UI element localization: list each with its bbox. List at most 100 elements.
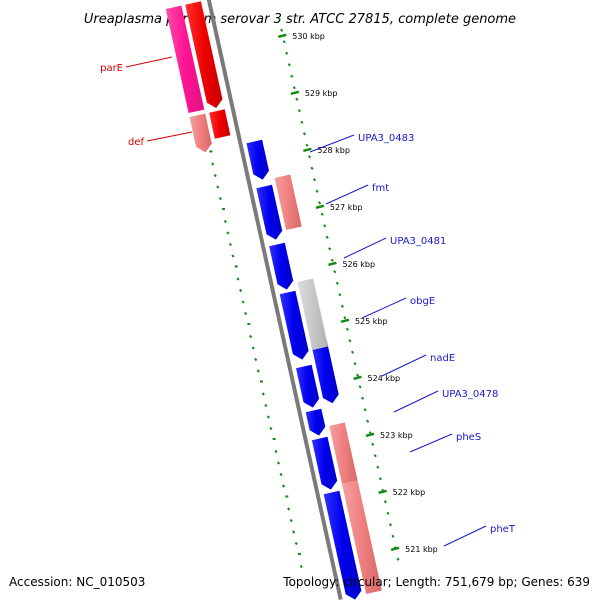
kbp-major-tick bbox=[277, 33, 287, 39]
track-dot bbox=[285, 51, 289, 55]
track-dot bbox=[287, 507, 291, 511]
kbp-major-tick bbox=[328, 261, 337, 267]
gene-leader-line bbox=[381, 354, 427, 377]
track-dot bbox=[302, 132, 307, 136]
track-dot bbox=[361, 396, 365, 400]
gene-leader-line bbox=[325, 184, 369, 205]
kbp-label: 530 kbp bbox=[292, 32, 325, 41]
kbp-label: 529 kbp bbox=[305, 89, 338, 98]
track-dot bbox=[323, 224, 327, 228]
kbp-label: 522 kbp bbox=[393, 488, 426, 497]
gene-label-pheT: pheT bbox=[490, 524, 516, 535]
kbp-major-tick bbox=[378, 489, 387, 495]
track-dot bbox=[236, 277, 240, 281]
gene-label-UPA3_0478: UPA3_0478 bbox=[442, 389, 498, 400]
cds-pheS bbox=[329, 422, 358, 484]
track-dot bbox=[264, 403, 268, 408]
track-dot bbox=[376, 465, 380, 469]
gene-leader-line bbox=[443, 525, 487, 547]
track-dot bbox=[310, 166, 314, 170]
track-dot bbox=[353, 362, 357, 366]
track-dot bbox=[228, 242, 233, 247]
gene-leader-line bbox=[343, 237, 387, 259]
track-dot bbox=[300, 120, 304, 124]
track-dot bbox=[307, 155, 312, 159]
gene-label-UPA3_0483: UPA3_0483 bbox=[358, 133, 414, 144]
kbp-major-tick bbox=[365, 432, 375, 438]
track-dot bbox=[343, 316, 347, 320]
track-dot bbox=[305, 143, 309, 147]
track-dot bbox=[371, 442, 375, 446]
track-dot bbox=[292, 86, 296, 90]
track-dot bbox=[378, 477, 382, 481]
track-dot bbox=[345, 327, 350, 331]
track-dot bbox=[249, 334, 253, 339]
kbp-major-tick bbox=[390, 546, 400, 552]
track-dot bbox=[340, 304, 344, 308]
kbp-label: 528 kbp bbox=[317, 146, 350, 155]
kbp-label: 521 kbp bbox=[405, 545, 438, 554]
track-dot bbox=[211, 162, 215, 166]
accession-label: Accession: NC_010503 bbox=[9, 575, 145, 589]
track-dot bbox=[292, 530, 296, 534]
backbone-line bbox=[206, 0, 343, 600]
cds-forward-6 bbox=[311, 436, 338, 490]
track-dot bbox=[330, 258, 334, 262]
track-dot bbox=[223, 219, 227, 224]
outer-tick-track bbox=[184, 17, 400, 569]
cds-forward-5 bbox=[305, 408, 326, 436]
kbp-label: 525 kbp bbox=[355, 317, 388, 326]
track-dot bbox=[318, 201, 322, 205]
track-dot bbox=[276, 461, 281, 465]
gene-label-parE: parE bbox=[100, 63, 123, 74]
kbp-label: 523 kbp bbox=[380, 431, 413, 440]
track-dot bbox=[231, 254, 235, 258]
track-dot bbox=[238, 288, 243, 293]
track-dot bbox=[244, 311, 248, 316]
cds-pheT bbox=[342, 480, 382, 594]
cds-forward-outer bbox=[311, 340, 339, 404]
kbp-major-tick bbox=[353, 375, 362, 381]
cds-red bbox=[185, 1, 223, 108]
track-dot bbox=[254, 357, 258, 362]
track-dot bbox=[282, 40, 286, 44]
track-dot bbox=[295, 97, 299, 101]
gene-leader-line bbox=[309, 134, 355, 153]
kbp-major-tick bbox=[315, 204, 325, 210]
track-dot bbox=[350, 350, 355, 354]
track-dot bbox=[388, 523, 393, 527]
track-dot bbox=[315, 189, 319, 193]
cds-forward-7 bbox=[323, 490, 362, 600]
track-dot bbox=[294, 541, 298, 546]
gene-label-def: def bbox=[128, 137, 145, 148]
track-dot bbox=[274, 449, 278, 454]
kbp-label: 524 kbp bbox=[368, 374, 401, 383]
cds-obgE bbox=[297, 278, 329, 350]
kbp-label: 526 kbp bbox=[342, 260, 375, 269]
cds-red-2 bbox=[209, 109, 231, 139]
track-dot bbox=[269, 426, 273, 431]
track-dot bbox=[218, 196, 222, 201]
track-dot bbox=[289, 518, 293, 523]
gene-label-nadE: nadE bbox=[430, 353, 455, 364]
track-dot bbox=[287, 63, 291, 67]
track-dot bbox=[358, 385, 362, 389]
gene-label-obgE: obgE bbox=[410, 296, 435, 307]
gene-leader-line bbox=[409, 433, 453, 453]
track-dot bbox=[261, 392, 265, 396]
kbp-label: 527 kbp bbox=[330, 203, 363, 212]
gene-leader-line bbox=[146, 131, 193, 142]
gene-features bbox=[165, 1, 382, 600]
track-dot bbox=[299, 564, 303, 569]
track-dot bbox=[297, 109, 301, 113]
cds-forward-0 bbox=[246, 139, 269, 180]
track-dot bbox=[280, 28, 284, 32]
kbp-major-tick bbox=[290, 90, 300, 96]
track-dot bbox=[266, 415, 270, 419]
gene-label-fmt: fmt bbox=[372, 183, 389, 194]
track-dot bbox=[391, 534, 395, 538]
gene-label-pheS: pheS bbox=[456, 432, 481, 443]
track-dot bbox=[312, 178, 317, 182]
